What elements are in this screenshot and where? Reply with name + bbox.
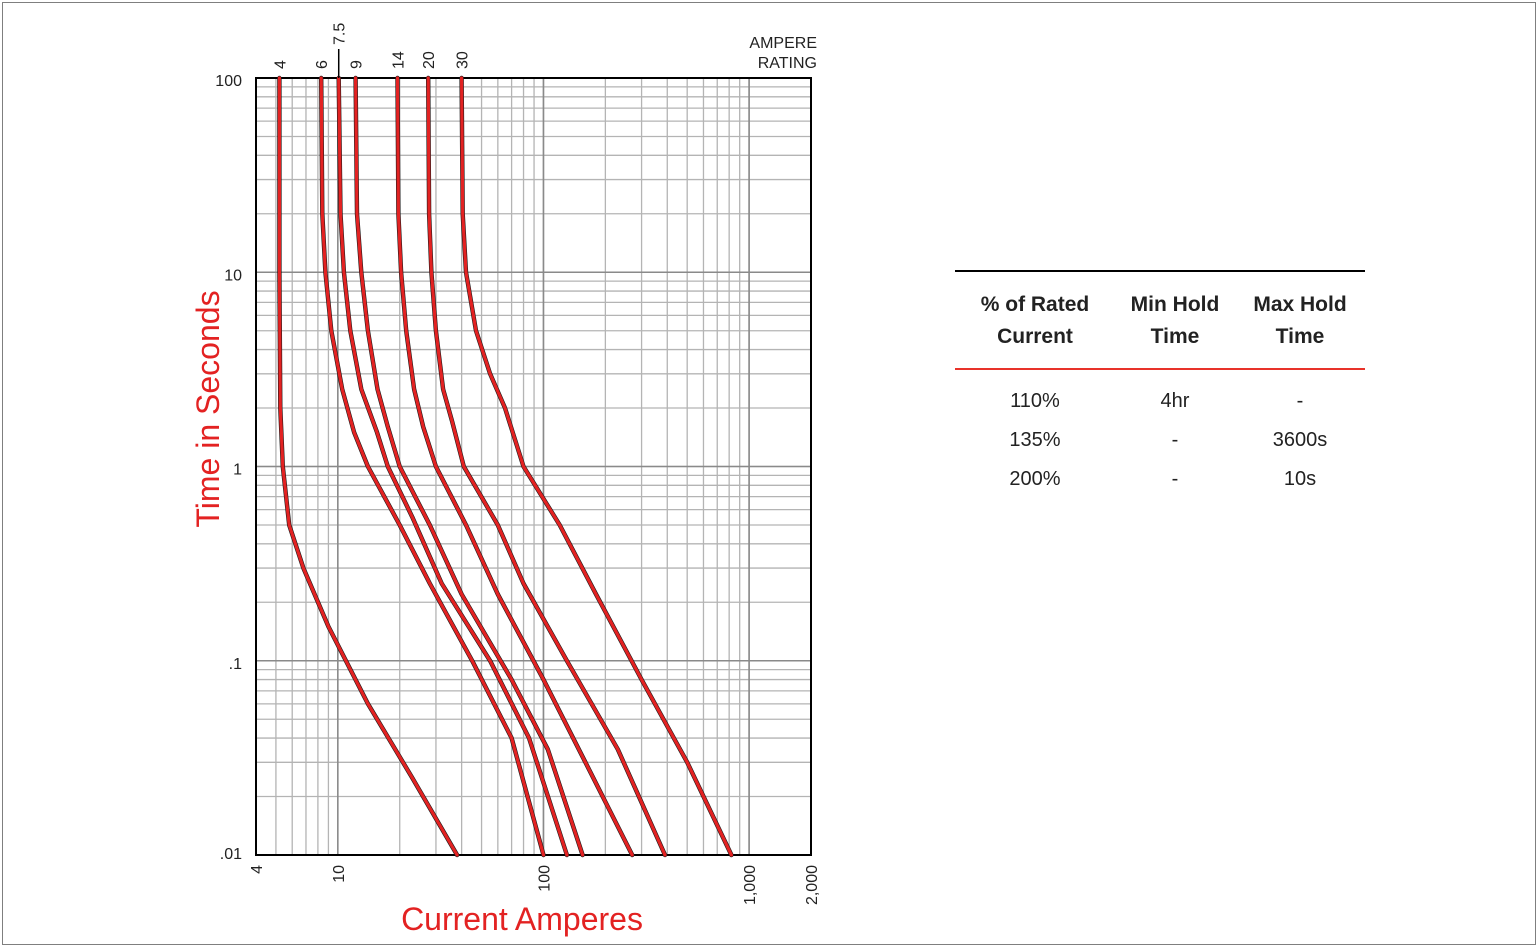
x-tick-label: 1,000 [742, 865, 759, 905]
cell-max-hold: - [1296, 390, 1304, 412]
series-curve-6 [319, 76, 546, 857]
y-axis-title: Time in Seconds [190, 290, 226, 527]
table-body: 110% 4hr - 135% - 3600s 200% - 10s [955, 370, 1365, 499]
cell-rated-current: 110% [1010, 390, 1060, 412]
rating-label: 14 [390, 51, 407, 69]
series-curve-14 [395, 76, 634, 857]
x-axis-title: Current Amperes [401, 901, 643, 937]
ampere-rating-title: AMPERE [749, 35, 817, 52]
y-tick-label: .01 [220, 846, 242, 863]
series-curve-30 [460, 76, 733, 857]
rating-label: 9 [349, 60, 366, 69]
cell-max-hold: 10s [1283, 468, 1317, 490]
y-tick-label: 100 [215, 73, 242, 90]
table-header-rule [955, 368, 1365, 370]
series-curve-7.5 [337, 76, 569, 857]
rating-label: 4 [272, 60, 289, 69]
table-top-rule [955, 270, 1365, 272]
rating-label: 7.5 [332, 23, 349, 45]
x-tick-label: 2,000 [804, 865, 821, 905]
table-row: 110% 4hr - [955, 382, 1365, 421]
rating-label: 30 [455, 51, 472, 69]
table-row: 200% - 10s [955, 460, 1365, 499]
y-tick-label: 1 [233, 462, 242, 479]
header-rated-current: % of Rated Current [980, 293, 1090, 348]
cell-min-hold: - [1171, 429, 1179, 451]
x-tick-label: 10 [331, 865, 348, 883]
time-current-chart: 100 10 1 .1 .01 4 10 100 1,000 2,000 Current Amper… [183, 20, 848, 942]
rating-label: 6 [314, 60, 331, 69]
hold-time-table: % of Rated Current Min Hold Time Max Hold T… [955, 270, 1365, 499]
header-min-hold: Min Hold Time [1130, 293, 1220, 348]
series-curve-4 [277, 76, 459, 857]
plot-paper [183, 20, 848, 942]
table-row: 135% - 3600s [955, 421, 1365, 460]
x-tick-label: 4 [249, 865, 266, 874]
y-tick-label: .1 [229, 656, 242, 673]
series-curve-20 [426, 76, 667, 857]
series-curve-9 [354, 76, 585, 857]
y-tick-label: 10 [224, 267, 242, 284]
cell-max-hold: 3600s [1272, 429, 1328, 451]
table-header-row: % of Rated Current Min Hold Time Max Hold T… [955, 272, 1365, 368]
rating-label: 20 [421, 51, 438, 69]
x-tick-label: 100 [536, 865, 553, 892]
cell-rated-current: 200% [1009, 468, 1061, 490]
header-max-hold: Max Hold Time [1253, 293, 1347, 348]
cell-rated-current: 135% [1009, 429, 1061, 451]
ampere-rating-title: RATING [758, 55, 817, 72]
cell-min-hold: 4hr [1160, 390, 1190, 412]
plot-frame [255, 77, 812, 856]
cell-min-hold: - [1171, 468, 1179, 490]
